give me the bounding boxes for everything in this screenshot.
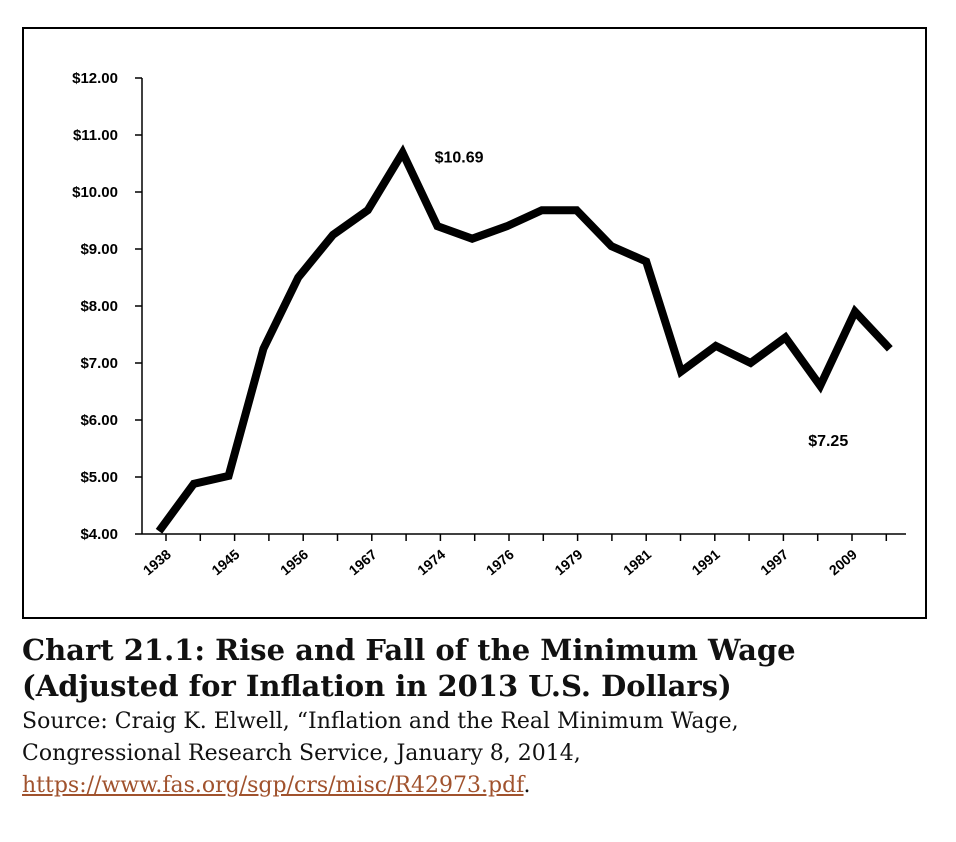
caption-source: Source: Craig K. Elwell, “Inflation and … (22, 706, 942, 802)
y-axis-ticks: $4.00 $5.00 $6.00 $7.00 $8.00 $9.00 $10.00 $11.… (72, 70, 142, 543)
data-label: $10.69 (435, 150, 484, 167)
y-tick-label: $6.00 (80, 412, 118, 429)
source-line-1: Source: Craig K. Elwell, “Inflation and … (22, 709, 739, 734)
source-line-2: Congressional Research Service, January … (22, 741, 581, 766)
x-tick-label: 1979 (551, 546, 585, 578)
chart-frame: $4.00 $5.00 $6.00 $7.00 $8.00 $9.00 $10.00 $11.… (22, 27, 927, 619)
chart-caption: Chart 21.1: Rise and Fall of the Minimum… (22, 632, 942, 802)
annotations: $10.69 $7.25 (435, 150, 849, 450)
caption-title-line-1: Chart 21.1: Rise and Fall of the Minimum… (22, 633, 796, 667)
y-tick-label: $4.00 (80, 526, 118, 543)
series-line (155, 144, 893, 534)
x-tick-label: 1967 (346, 546, 380, 578)
y-tick-label: $10.00 (72, 184, 118, 201)
x-tick-label: 1945 (208, 546, 242, 578)
chart-axes (141, 78, 906, 535)
y-tick-label: $8.00 (80, 298, 118, 315)
x-tick-label: 2009 (826, 546, 860, 578)
y-tick-label: $12.00 (72, 70, 118, 87)
x-tick-label: 1976 (483, 546, 517, 578)
x-tick-label: 1974 (414, 546, 448, 578)
x-axis-ticks: 1938 1945 1956 1967 1974 1976 1979 1981 1991 1997… (140, 534, 888, 578)
x-tick-label: 1956 (277, 546, 311, 578)
y-tick-label: $7.00 (80, 355, 118, 372)
y-tick-label: $5.00 (80, 469, 118, 486)
x-tick-label: 1938 (140, 546, 174, 578)
caption-title-line-2: (Adjusted for Inflation in 2013 U.S. Dol… (22, 669, 732, 703)
source-link[interactable]: https://www.fas.org/sgp/crs/misc/R42973.… (22, 773, 524, 798)
x-tick-label: 1981 (620, 546, 654, 578)
line-chart: $4.00 $5.00 $6.00 $7.00 $8.00 $9.00 $10.00 $11.… (72, 70, 906, 578)
y-tick-label: $11.00 (73, 127, 118, 144)
x-tick-label: 1991 (689, 546, 723, 578)
data-label: $7.25 (808, 433, 848, 450)
x-tick-label: 1997 (757, 546, 791, 578)
source-end: . (523, 773, 531, 798)
y-tick-label: $9.00 (80, 241, 118, 258)
